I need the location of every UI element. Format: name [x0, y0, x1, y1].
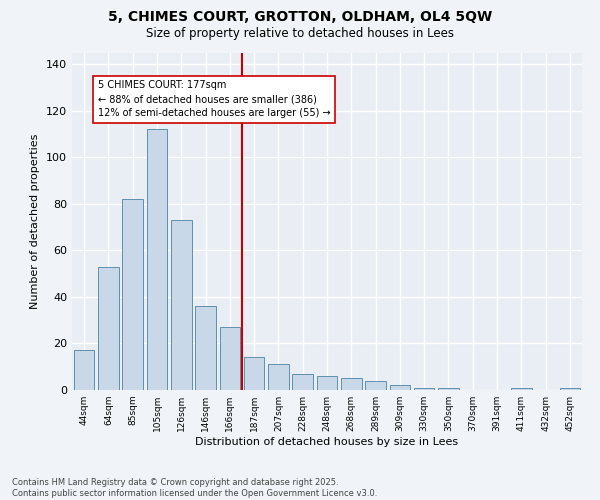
Bar	[244, 358, 265, 390]
Bar	[122, 199, 143, 390]
Bar	[438, 388, 459, 390]
Y-axis label: Number of detached properties: Number of detached properties	[31, 134, 40, 309]
Bar	[511, 388, 532, 390]
Bar	[98, 266, 119, 390]
Bar	[74, 350, 94, 390]
Text: Contains HM Land Registry data © Crown copyright and database right 2025.
Contai: Contains HM Land Registry data © Crown c…	[12, 478, 377, 498]
Bar	[414, 388, 434, 390]
Text: Size of property relative to detached houses in Lees: Size of property relative to detached ho…	[146, 28, 454, 40]
Bar	[317, 376, 337, 390]
Bar	[268, 364, 289, 390]
Text: 5 CHIMES COURT: 177sqm
← 88% of detached houses are smaller (386)
12% of semi-de: 5 CHIMES COURT: 177sqm ← 88% of detached…	[97, 80, 330, 118]
X-axis label: Distribution of detached houses by size in Lees: Distribution of detached houses by size …	[196, 437, 458, 447]
Bar	[171, 220, 191, 390]
Bar	[365, 380, 386, 390]
Bar	[341, 378, 362, 390]
Bar	[389, 386, 410, 390]
Text: 5, CHIMES COURT, GROTTON, OLDHAM, OL4 5QW: 5, CHIMES COURT, GROTTON, OLDHAM, OL4 5Q…	[108, 10, 492, 24]
Bar	[220, 327, 240, 390]
Bar	[195, 306, 216, 390]
Bar	[146, 130, 167, 390]
Bar	[560, 388, 580, 390]
Bar	[292, 374, 313, 390]
